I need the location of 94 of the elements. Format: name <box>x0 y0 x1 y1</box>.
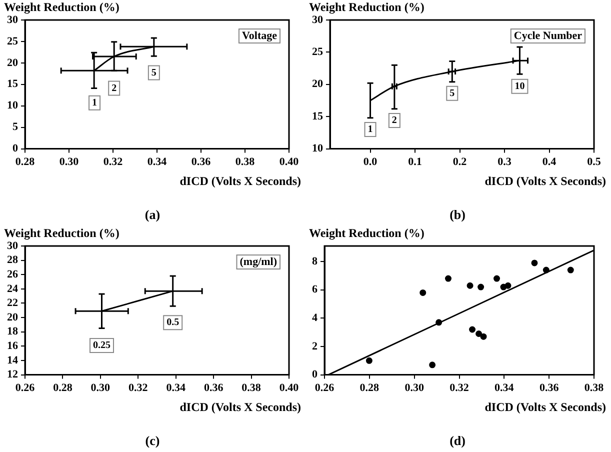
point <box>504 282 512 289</box>
y-tick-label: 15 <box>7 78 18 90</box>
y-axis-title: Weight Reduction (%) <box>4 0 120 14</box>
y-axis-title: Weight Reduction (%) <box>4 226 120 240</box>
y-tick-label: 16 <box>7 340 18 352</box>
point <box>436 319 442 326</box>
y-tick-label: 22 <box>7 297 18 310</box>
x-tick-label: 0.5 <box>587 156 602 168</box>
point <box>542 266 550 274</box>
x-tick-label: 0.28 <box>360 382 380 394</box>
x-tick-label: 0.32 <box>450 382 470 394</box>
y-tick-label: 30 <box>312 14 324 26</box>
y-tick-label: 30 <box>7 14 18 26</box>
y-tick-label: 2 <box>312 340 318 352</box>
y-tick-label: 20 <box>7 56 18 69</box>
x-tick-label: 0.34 <box>147 156 168 168</box>
point <box>567 266 574 274</box>
x-tick-label: 0.32 <box>103 156 124 168</box>
x-tick-label: 0.30 <box>90 382 111 394</box>
x-tick-label: 0.30 <box>404 382 424 394</box>
annotation: 5 <box>450 88 455 99</box>
text: (a) <box>144 206 160 222</box>
y-tick-label: 25 <box>7 35 18 48</box>
x-tick-label: 0.38 <box>235 156 256 168</box>
legend-title: Voltage <box>242 30 278 42</box>
y-tick-label: 0 <box>12 142 18 155</box>
annotation: 0.5 <box>166 317 180 328</box>
point <box>466 282 474 289</box>
x-axis-title: dICD (Volts X Seconds) <box>180 174 301 188</box>
text: (d) <box>450 432 466 448</box>
x-axis-title: dICD (Volts X Seconds) <box>180 400 301 414</box>
x-tick-label: 0.32 <box>128 382 148 394</box>
y-tick-label: 28 <box>7 254 18 266</box>
y-tick-label: 10 <box>312 142 324 155</box>
y-tick-label: 30 <box>7 240 18 252</box>
x-axis-title: dICD (Volts X Seconds) <box>484 400 606 414</box>
x-tick-label: 0.0 <box>363 156 378 168</box>
y-tick-label: 24 <box>7 282 18 295</box>
y-axis-title: Weight Reduction (%) <box>309 226 424 240</box>
x-tick-label: 0.1 <box>408 156 422 168</box>
point <box>494 275 500 282</box>
y-tick-label: 0 <box>312 368 318 381</box>
y-tick-label: 6 <box>312 284 318 296</box>
y-tick-label: 14 <box>7 354 18 366</box>
point <box>366 357 372 364</box>
x-tick-label: 0.36 <box>539 382 560 394</box>
point <box>476 330 482 338</box>
y-tick-label: 15 <box>312 110 324 122</box>
annotation: 1 <box>92 97 98 108</box>
y-tick-label: 5 <box>12 121 18 134</box>
annotation: 2 <box>112 82 117 94</box>
x-tick-label: 0.40 <box>279 382 300 394</box>
x-tick-label: 0.2 <box>452 156 468 168</box>
point <box>429 362 436 368</box>
x-tick-label: 0.4 <box>542 156 557 168</box>
x-tick-label: 0.38 <box>584 382 604 394</box>
annotation: 1 <box>368 124 373 136</box>
x-tick-label: 0.26 <box>314 382 335 394</box>
annotation: 0.25 <box>93 340 110 352</box>
text: (c) <box>145 432 160 448</box>
point <box>469 326 476 333</box>
y-tick-label: 12 <box>7 368 18 381</box>
y-tick-label: 26 <box>7 268 18 280</box>
x-tick-label: 0.26 <box>15 382 36 394</box>
x-tick-label: 0.36 <box>204 382 224 394</box>
x-tick-label: 0.28 <box>53 382 73 394</box>
point <box>480 333 487 340</box>
x-tick-label: 0.40 <box>279 156 300 168</box>
y-axis-title: Weight Reduction (%) <box>309 0 424 14</box>
annotation: 2 <box>392 115 397 126</box>
legend-title: (mg/ml) <box>240 256 278 268</box>
x-axis-title: dICD (Volts X Seconds) <box>484 174 606 188</box>
legend-title: Cycle Number <box>514 30 582 42</box>
y-tick-label: 8 <box>312 255 318 268</box>
point <box>420 289 426 296</box>
y-tick-label: 18 <box>7 326 18 338</box>
x-tick-label: 0.36 <box>191 156 212 168</box>
point <box>444 275 452 282</box>
y-tick-label: 10 <box>7 100 18 112</box>
point <box>531 260 538 266</box>
y-tick-label: 25 <box>312 46 324 58</box>
annotation: 5 <box>151 67 156 78</box>
x-tick-label: 0.34 <box>494 382 514 394</box>
y-tick-label: 20 <box>312 78 324 90</box>
y-tick-label: 4 <box>312 312 318 324</box>
x-tick-label: 0.28 <box>15 156 36 168</box>
point <box>478 284 484 290</box>
x-tick-label: 0.38 <box>242 382 262 394</box>
x-tick-label: 0.30 <box>59 156 80 168</box>
y-tick-label: 20 <box>7 311 18 324</box>
text: (b) <box>450 206 466 222</box>
annotation: 10 <box>514 80 525 92</box>
x-tick-label: 0.34 <box>166 382 186 394</box>
x-tick-label: 0.3 <box>498 156 512 168</box>
